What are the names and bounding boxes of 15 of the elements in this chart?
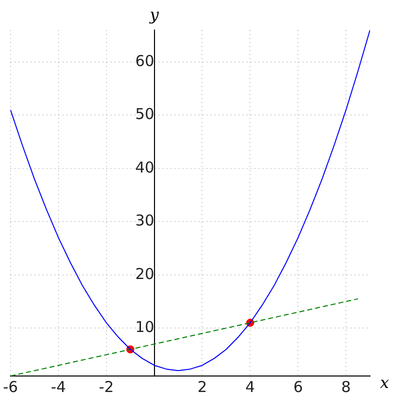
x-axis-title: x [380, 373, 390, 392]
x-tick-label: -6 [2, 378, 18, 396]
y-tick-label: 40 [135, 158, 154, 176]
y-axis-title: y [148, 5, 160, 24]
x-tick-label: 4 [245, 378, 255, 396]
x-tick-label: 6 [293, 378, 303, 396]
y-tick-label: 10 [135, 318, 154, 336]
x-tick-label: -4 [50, 378, 66, 396]
x-tick-label: 8 [341, 378, 351, 396]
x-tick-label: 2 [197, 378, 207, 396]
x-tick-label: -2 [98, 378, 114, 396]
y-tick-label: 60 [135, 52, 154, 70]
y-tick-label: 20 [135, 264, 154, 283]
y-tick-label: 50 [135, 105, 154, 124]
y-tick-label: 30 [135, 212, 154, 230]
